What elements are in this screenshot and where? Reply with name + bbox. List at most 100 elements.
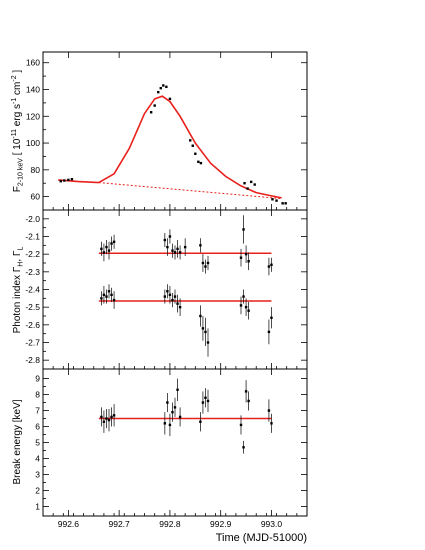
gamma-high-point bbox=[183, 245, 187, 249]
flux-point bbox=[149, 111, 153, 114]
x-tick-label: 992.6 bbox=[58, 519, 80, 529]
gamma-high-point bbox=[199, 244, 202, 247]
flux-ylabel: F2-10 keV [ 10-11 erg s-1 cm-2 ] bbox=[11, 70, 25, 193]
flux-point bbox=[243, 182, 246, 185]
flux-point bbox=[246, 187, 249, 190]
gamma-high-point bbox=[204, 265, 207, 268]
gamma-low-point bbox=[112, 298, 116, 302]
gamma-low-point bbox=[166, 290, 169, 293]
flux-point bbox=[153, 104, 156, 107]
model-curve bbox=[58, 95, 282, 199]
gamma-high-point bbox=[171, 249, 174, 252]
break-energy-point bbox=[176, 388, 179, 391]
flux-point bbox=[157, 90, 160, 94]
flux-point bbox=[197, 160, 200, 163]
break-energy-point bbox=[244, 390, 248, 393]
flux-point bbox=[63, 179, 66, 182]
x-tick-label: 992.7 bbox=[109, 519, 131, 529]
break-energy-point bbox=[102, 420, 106, 423]
gamma-low-point bbox=[102, 293, 106, 296]
break-energy-point bbox=[163, 422, 167, 425]
flux-point bbox=[284, 202, 287, 205]
x-axis-label: Time (MJD-51000) bbox=[216, 532, 307, 544]
gamma-low-point bbox=[110, 293, 113, 296]
y-tick-label: -2.8 bbox=[25, 355, 40, 365]
gamma-high-point bbox=[102, 251, 106, 254]
break-energy-ylabel: Break energy [keV] bbox=[12, 399, 23, 484]
break-energy-point bbox=[166, 401, 169, 404]
gamma-high-point bbox=[270, 263, 273, 266]
x-tick-label: 992.9 bbox=[210, 519, 232, 529]
y-tick-label: 140 bbox=[26, 84, 40, 94]
photon-index-ylabel: Photon index ΓH, ΓL bbox=[12, 247, 25, 334]
break-energy-point bbox=[168, 423, 172, 427]
break-energy-point bbox=[110, 415, 113, 419]
flux-point bbox=[189, 139, 192, 142]
y-tick-label: 1 bbox=[35, 501, 40, 511]
break-energy-panel-frame bbox=[42, 368, 308, 517]
flux-panel-frame bbox=[42, 51, 308, 211]
y-tick-label: 60 bbox=[31, 192, 41, 202]
y-tick-label: -2.3 bbox=[25, 267, 40, 277]
x-tick-label: 993.0 bbox=[261, 519, 283, 529]
gamma-high-point bbox=[112, 240, 116, 243]
gamma-high-point bbox=[178, 251, 182, 254]
y-tick-label: 160 bbox=[26, 58, 40, 68]
gamma-low-point bbox=[199, 314, 202, 318]
y-tick-label: 6 bbox=[35, 422, 40, 432]
flux-point bbox=[165, 85, 168, 89]
gamma-high-point bbox=[239, 256, 243, 259]
flux-point bbox=[162, 84, 165, 87]
break-energy-point bbox=[206, 399, 210, 403]
gamma-high-point bbox=[267, 265, 271, 268]
y-tick-label: 4 bbox=[35, 453, 40, 463]
gamma-low-point bbox=[163, 295, 167, 298]
y-tick-label: -2.6 bbox=[25, 320, 40, 330]
break-energy-point bbox=[239, 423, 243, 427]
gamma-low-point bbox=[176, 302, 179, 305]
gamma-high-point bbox=[105, 245, 108, 249]
gamma-high-point bbox=[100, 247, 103, 251]
gamma-low-point bbox=[173, 295, 177, 298]
y-tick-label: 5 bbox=[35, 438, 40, 448]
break-energy-point bbox=[112, 414, 116, 417]
break-energy-point bbox=[107, 418, 111, 422]
flux-point bbox=[191, 144, 194, 147]
gamma-high-point bbox=[168, 235, 172, 238]
gamma-low-point bbox=[107, 290, 111, 293]
y-tick-label: -2.5 bbox=[25, 302, 40, 312]
y-tick-label: 2 bbox=[35, 485, 40, 495]
baseline-dashed bbox=[98, 182, 282, 200]
flux-point bbox=[159, 86, 162, 90]
break-energy-point bbox=[247, 399, 250, 403]
y-tick-label: -2.2 bbox=[25, 249, 40, 259]
y-tick-label: -2.1 bbox=[25, 232, 40, 242]
break-energy-point bbox=[173, 406, 177, 409]
gamma-low-point bbox=[168, 293, 172, 296]
gamma-high-point bbox=[201, 261, 205, 265]
y-tick-label: 80 bbox=[31, 165, 41, 175]
break-energy-point bbox=[201, 401, 205, 404]
gamma-low-point bbox=[242, 295, 245, 298]
flux-point bbox=[199, 161, 203, 165]
gamma-high-point bbox=[107, 249, 111, 252]
y-tick-label: 120 bbox=[26, 111, 40, 121]
y-tick-label: -2.4 bbox=[25, 285, 40, 295]
flux-point bbox=[59, 180, 62, 183]
flux-point bbox=[281, 202, 284, 205]
gamma-high-point bbox=[173, 251, 177, 254]
gamma-low-point bbox=[244, 305, 248, 309]
gamma-low-point bbox=[201, 327, 205, 330]
gamma-low-point bbox=[206, 341, 210, 344]
gamma-low-point bbox=[247, 309, 250, 312]
y-tick-label: -2.0 bbox=[25, 214, 40, 224]
gamma-low-point bbox=[204, 330, 207, 334]
x-tick-label: 992.8 bbox=[159, 519, 181, 529]
y-tick-label: 7 bbox=[35, 406, 40, 416]
gamma-high-point bbox=[206, 261, 210, 265]
y-tick-label: 9 bbox=[35, 374, 40, 384]
y-tick-label: 3 bbox=[35, 469, 40, 479]
gamma-high-point bbox=[176, 247, 179, 251]
flux-point bbox=[67, 178, 70, 182]
gamma-low-point bbox=[178, 305, 182, 309]
